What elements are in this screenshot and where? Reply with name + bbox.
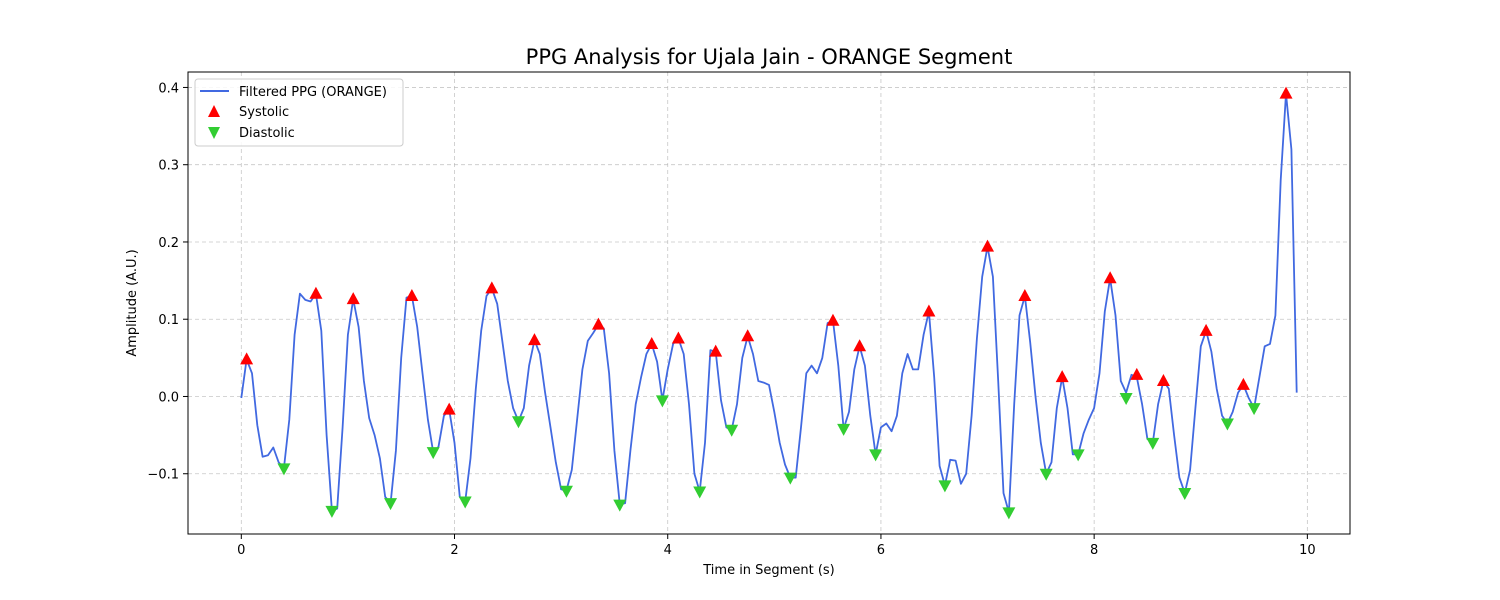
diastolic-marker — [1178, 488, 1192, 501]
systolic-marker — [709, 344, 723, 357]
diastolic-marker — [458, 496, 472, 509]
chart-title: PPG Analysis for Ujala Jain - ORANGE Seg… — [526, 45, 1013, 69]
y-tick-label: 0.0 — [158, 390, 179, 405]
diastolic-marker — [938, 480, 952, 493]
legend-diastolic-marker — [208, 127, 220, 139]
x-tick-label: 4 — [664, 543, 672, 558]
diastolic-marker — [325, 505, 339, 518]
x-tick-label: 8 — [1090, 543, 1098, 558]
systolic-marker — [671, 331, 685, 344]
diastolic-marker — [426, 447, 440, 460]
diastolic-marker — [511, 416, 525, 429]
y-tick-label: −0.1 — [147, 468, 179, 483]
y-axis-label: Amplitude (A.U.) — [125, 249, 140, 356]
legend-label-filtered-ppg: Filtered PPG (ORANGE) — [239, 85, 387, 100]
diastolic-marker — [1119, 393, 1133, 406]
systolic-marker — [527, 333, 541, 346]
systolic-marker — [981, 239, 995, 252]
legend-box — [194, 78, 404, 147]
diastolic-marker — [1146, 437, 1160, 450]
diastolic-marker — [277, 463, 291, 476]
legend-systolic-marker — [208, 105, 220, 117]
diastolic-marker — [559, 485, 573, 498]
diastolic-marker — [869, 449, 883, 462]
diastolic-marker — [693, 486, 707, 499]
legend-label-systolic: Systolic — [239, 105, 289, 120]
systolic-marker — [1279, 86, 1293, 99]
y-tick-label: 0.3 — [158, 159, 179, 174]
systolic-marker — [405, 289, 419, 302]
systolic-marker — [485, 281, 499, 294]
plot-frame — [187, 71, 1351, 535]
ppg-signal-line — [240, 92, 1298, 514]
systolic-marker — [1156, 374, 1170, 387]
diastolic-marker — [1039, 468, 1053, 481]
x-tick-label: 2 — [450, 543, 458, 558]
diastolic-marker — [613, 499, 627, 512]
diastolic-marker — [837, 423, 851, 436]
diastolic-marker — [655, 395, 669, 408]
systolic-marker — [1199, 323, 1213, 336]
y-tick-label: 0.2 — [158, 236, 179, 251]
systolic-marker — [1236, 377, 1250, 390]
systolic-marker — [240, 352, 254, 365]
diastolic-marker — [384, 498, 398, 511]
diastolic-marker — [1002, 507, 1016, 520]
systolic-marker — [346, 292, 360, 305]
diastolic-marker — [1220, 418, 1234, 431]
x-tick-label: 10 — [1299, 543, 1316, 558]
systolic-marker — [442, 402, 456, 415]
systolic-marker — [1130, 367, 1144, 380]
diastolic-marker — [725, 424, 739, 437]
diastolic-marker — [1247, 403, 1261, 416]
x-axis-label: Time in Segment (s) — [702, 563, 834, 578]
systolic-marker — [826, 313, 840, 326]
systolic-marker — [1018, 289, 1032, 302]
axes: 0 2 4 6 8 10 −0.1 0.0 0.1 0.2 0.3 0.4 — [147, 81, 1315, 558]
legend: Filtered PPG (ORANGE) Systolic Diastolic — [194, 78, 404, 147]
grid-lines — [188, 72, 1350, 534]
legend-label-diastolic: Diastolic — [239, 126, 295, 141]
systolic-marker — [1055, 370, 1069, 383]
diastolic-marker — [1071, 449, 1085, 462]
systolic-marker — [591, 317, 605, 330]
x-tick-label: 6 — [877, 543, 885, 558]
systolic-marker — [853, 339, 867, 352]
plot-area — [240, 86, 1298, 520]
systolic-marker — [741, 329, 755, 342]
systolic-marker — [1103, 271, 1117, 284]
y-tick-label: 0.1 — [158, 313, 179, 328]
systolic-marker — [309, 286, 323, 299]
diastolic-marker — [783, 472, 797, 485]
x-tick-label: 0 — [237, 543, 245, 558]
systolic-marker — [645, 336, 659, 349]
systolic-marker — [922, 304, 936, 317]
y-tick-label: 0.4 — [158, 81, 179, 96]
